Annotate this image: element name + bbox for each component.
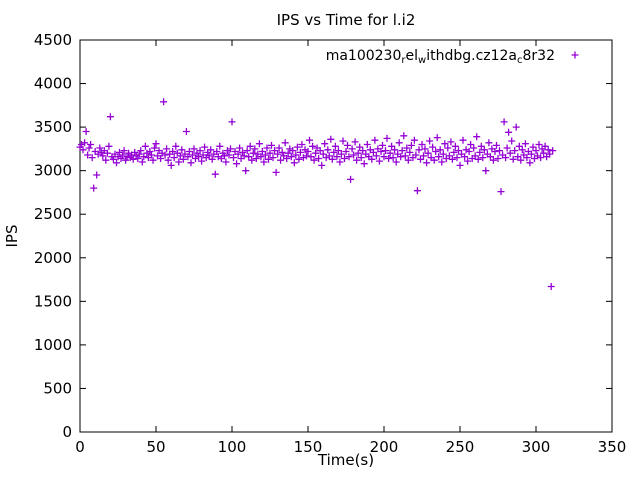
- plot-axes: 0 50 100 150 200 250 300 3500500100015002000250…: [34, 31, 627, 456]
- legend-label: ma100230relwithdbg.cz12ac8r32: [326, 48, 555, 66]
- y-tick-label: 2500: [34, 205, 72, 223]
- chart-title: IPS vs Time for l.i2: [277, 11, 416, 29]
- x-tick-label: 0: [75, 438, 85, 456]
- data-points: [76, 98, 557, 290]
- x-tick-label: 50: [146, 438, 165, 456]
- x-tick-label: 300: [522, 438, 551, 456]
- x-tick-label: 350: [598, 438, 627, 456]
- data-point-markers: [76, 98, 557, 290]
- plot-border: [79, 39, 613, 433]
- y-tick-label: 1500: [34, 292, 72, 310]
- legend: ma100230relwithdbg.cz12ac8r32: [326, 48, 579, 66]
- y-tick-label: 4000: [34, 75, 72, 93]
- x-tick-label: 100: [218, 438, 247, 456]
- x-axis-label: Time(s): [317, 451, 374, 469]
- y-tick-label: 3000: [34, 162, 72, 180]
- y-tick-label: 0: [62, 423, 72, 441]
- x-tick-label: 200: [370, 438, 399, 456]
- x-tick-label: 250: [446, 438, 475, 456]
- y-tick-label: 2000: [34, 249, 72, 267]
- y-axis-label: IPS: [3, 225, 21, 248]
- x-tick-label: 150: [294, 438, 323, 456]
- legend-marker: [571, 51, 579, 59]
- y-tick-label: 4500: [34, 31, 72, 49]
- y-tick-label: 500: [43, 379, 72, 397]
- y-tick-label: 3500: [34, 118, 72, 136]
- y-tick-label: 1000: [34, 336, 72, 354]
